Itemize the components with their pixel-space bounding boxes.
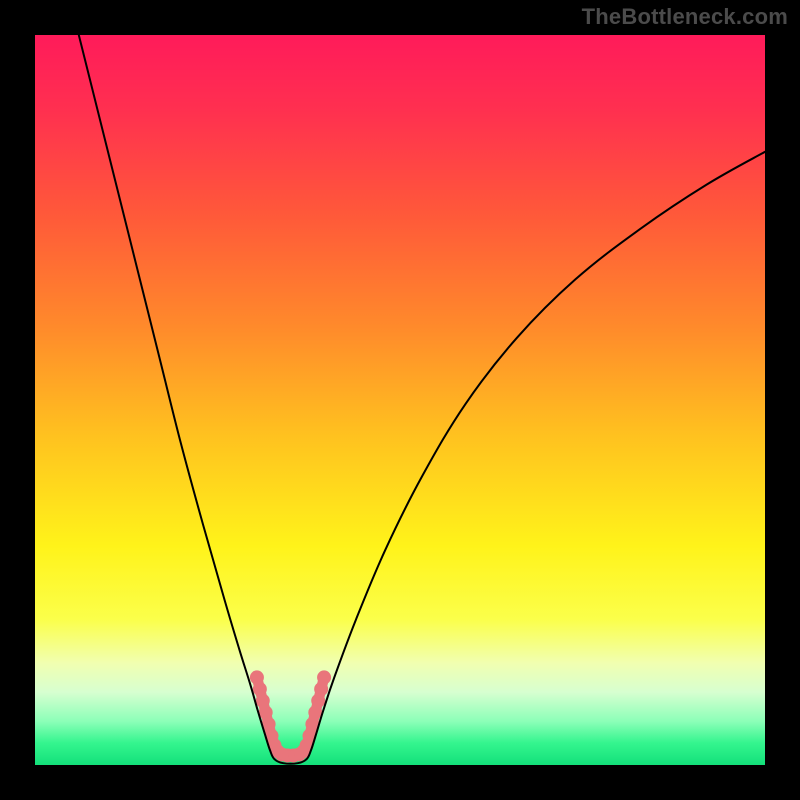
watermark-text: TheBottleneck.com <box>582 4 788 30</box>
marker-segment <box>321 677 324 689</box>
plot-background <box>35 35 765 765</box>
chart-svg <box>0 0 800 800</box>
chart-stage: TheBottleneck.com <box>0 0 800 800</box>
